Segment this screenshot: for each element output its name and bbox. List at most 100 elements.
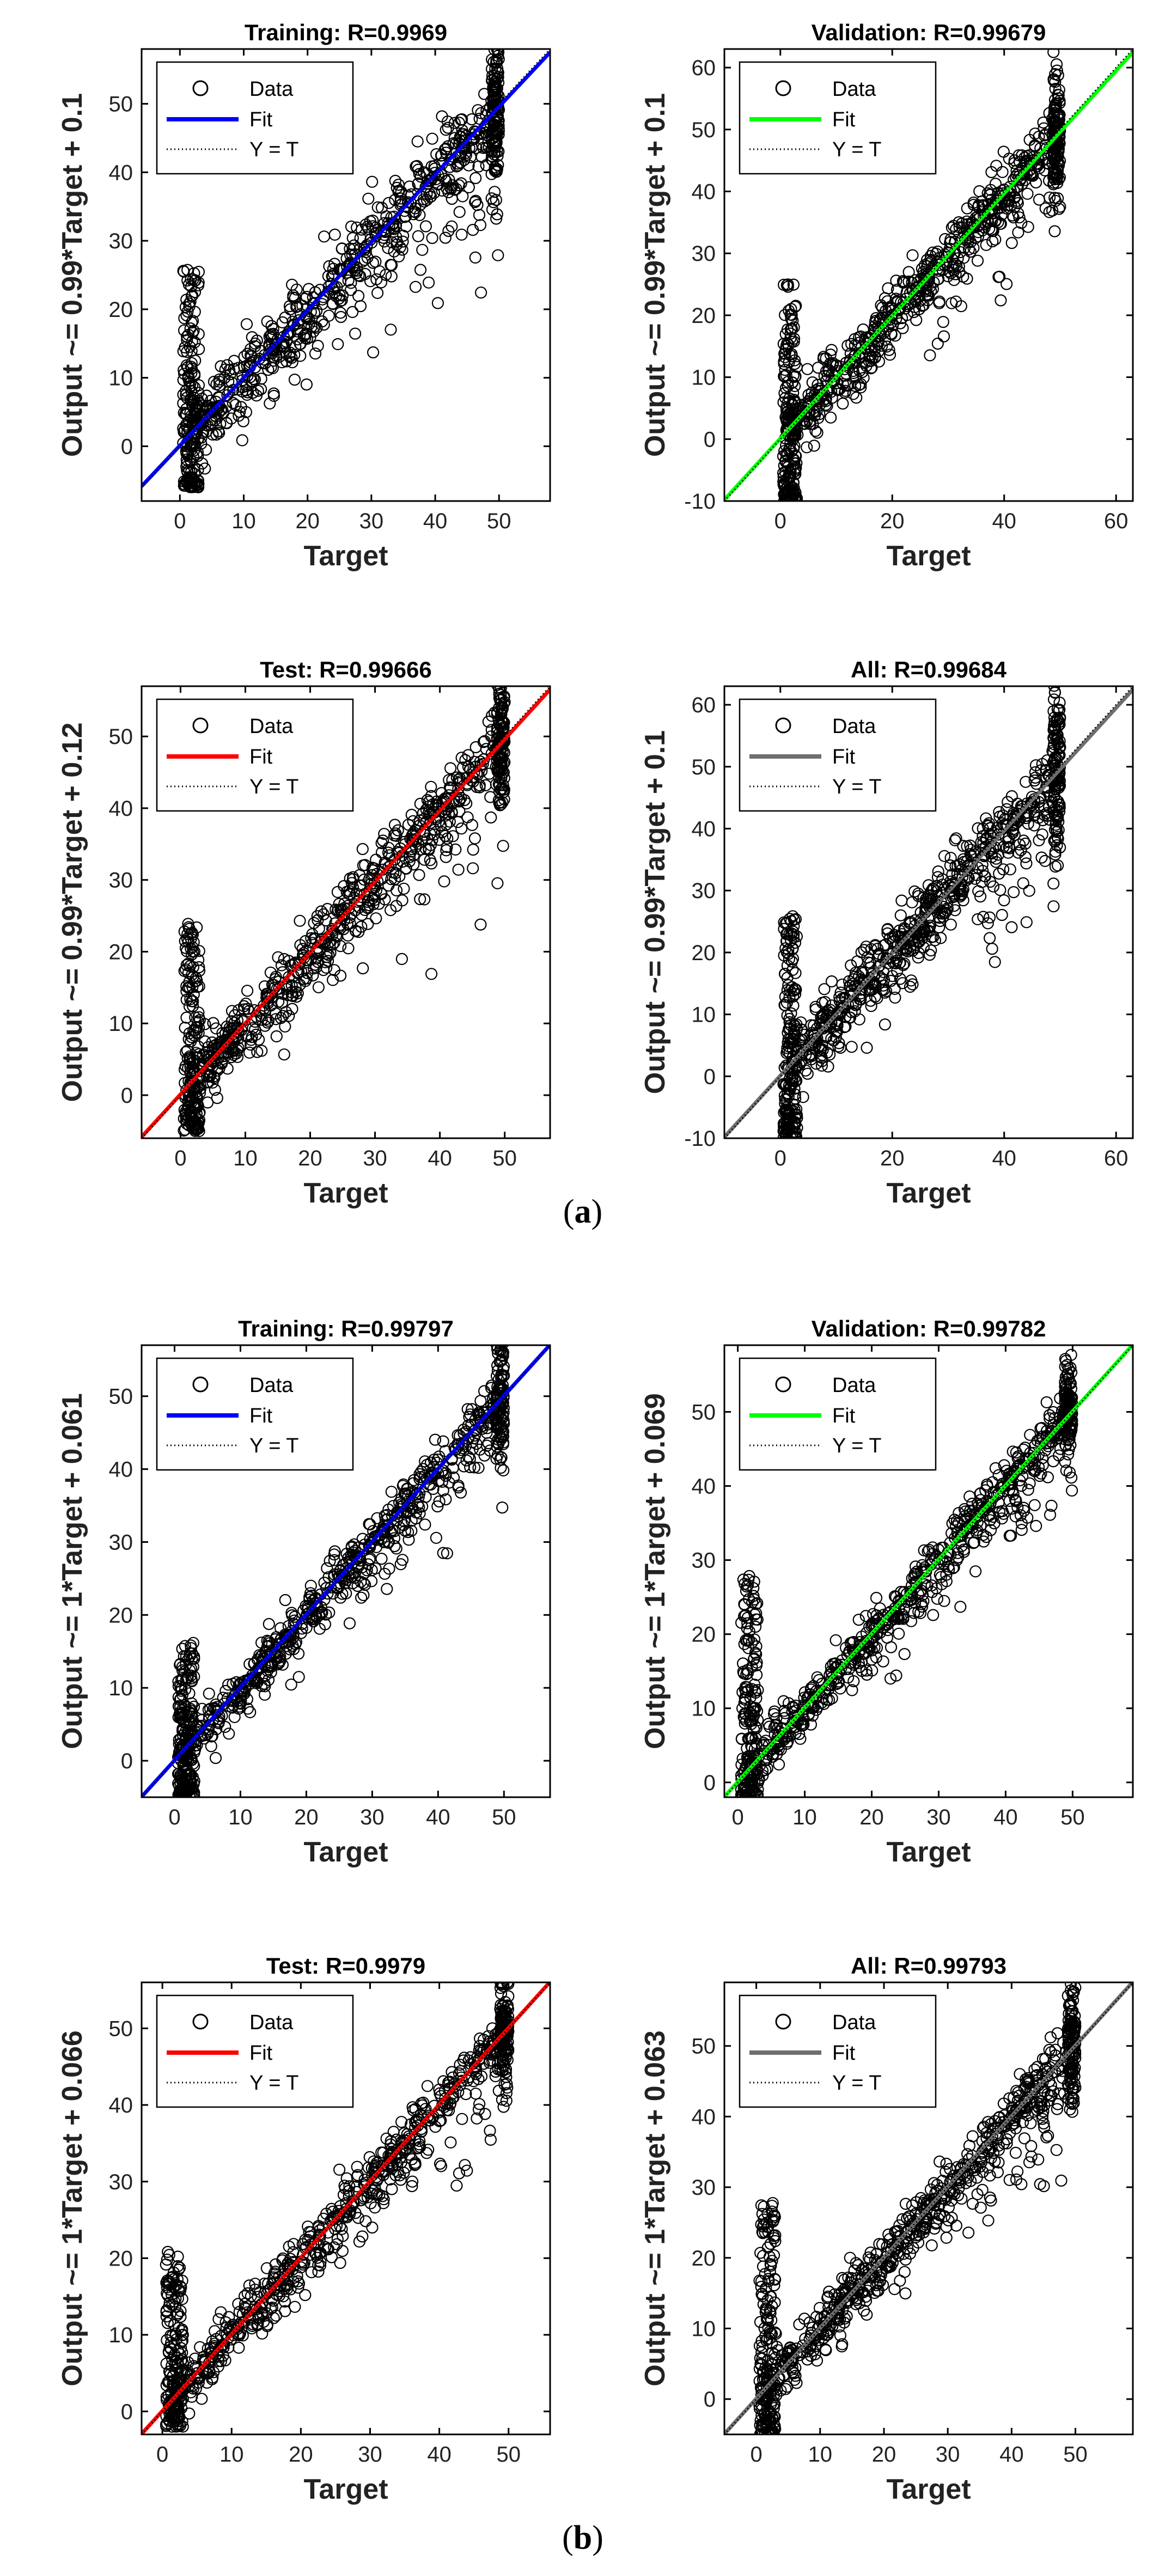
x-tick-label: 50 (487, 509, 511, 533)
axes-frame (723, 48, 1134, 502)
data-point (779, 455, 792, 468)
data-point (928, 883, 940, 896)
data-point (1033, 834, 1045, 847)
data-point (187, 936, 200, 949)
data-point (492, 116, 505, 129)
data-point (192, 1099, 204, 1112)
data-point (212, 425, 225, 437)
identity-line (724, 49, 1133, 501)
data-point (261, 1634, 273, 1647)
data-point (892, 930, 905, 943)
data-point (883, 314, 895, 326)
data-point (367, 257, 380, 269)
data-point (449, 843, 462, 856)
data-point (463, 142, 475, 154)
data-point (489, 1411, 502, 1424)
data-point (365, 1536, 378, 1549)
data-point (336, 294, 348, 307)
data-point (474, 286, 487, 299)
x-tick-label: 20 (294, 1805, 319, 1829)
data-point (357, 1589, 370, 1601)
data-point (492, 125, 505, 137)
data-point (371, 286, 384, 300)
data-point (855, 381, 867, 394)
data-point (913, 303, 925, 315)
data-point (839, 384, 852, 397)
data-point (1030, 778, 1043, 790)
data-point (332, 338, 344, 351)
data-point (902, 275, 915, 288)
data-point (244, 1706, 257, 1718)
data-point (273, 982, 285, 995)
data-point (1049, 860, 1062, 873)
data-point (304, 1579, 317, 1592)
data-point (460, 797, 473, 810)
data-point (955, 300, 967, 313)
data-point (242, 386, 254, 399)
data-point (181, 1671, 194, 1684)
data-point (480, 124, 493, 136)
data-point (783, 1121, 796, 1133)
data-point (179, 963, 192, 976)
data-point (358, 254, 371, 266)
data-point (266, 362, 279, 375)
data-point (497, 1311, 508, 1322)
data-point (847, 367, 860, 380)
data-point (1049, 99, 1062, 111)
data-point (841, 998, 854, 1010)
data-point (787, 477, 800, 490)
data-point (210, 428, 223, 441)
data-point (1020, 916, 1033, 929)
x-tick-label: 40 (423, 509, 448, 533)
data-point (495, 661, 505, 672)
data-point (1047, 900, 1060, 913)
data-point (482, 715, 495, 728)
y-tick-label: 0 (121, 1749, 133, 1773)
y-tick-label: 40 (692, 817, 716, 841)
data-point (931, 337, 944, 350)
data-point (950, 832, 962, 845)
x-tick-label: 30 (363, 1146, 387, 1170)
data-point (492, 1382, 505, 1395)
x-tick-label: 20 (298, 1146, 322, 1170)
data-point (396, 894, 408, 907)
data-point (789, 463, 802, 476)
data-point (419, 1518, 431, 1531)
data-point (443, 781, 456, 793)
data-point (929, 934, 942, 947)
data-point (496, 686, 501, 687)
data-point (944, 918, 957, 931)
data-point (289, 291, 302, 304)
data-point (403, 855, 416, 868)
data-point (916, 929, 929, 942)
data-point (809, 1003, 822, 1016)
data-point (416, 243, 429, 256)
data-point (419, 1455, 431, 1468)
legend-fit-label: Fit (832, 108, 856, 131)
data-point (787, 442, 800, 455)
data-point (1008, 192, 1021, 204)
data-point (300, 378, 313, 391)
data-point (300, 1600, 312, 1612)
data-point (736, 1657, 749, 1670)
legend-fit-label: Fit (249, 1405, 273, 1427)
data-point (954, 883, 966, 895)
data-point (334, 307, 347, 319)
data-point (910, 314, 923, 326)
data-point (464, 1461, 477, 1474)
data-point (833, 991, 846, 1003)
data-point (487, 19, 498, 30)
data-point (258, 980, 271, 993)
data-point (334, 940, 347, 953)
data-point (782, 1115, 795, 1128)
data-point (219, 1049, 231, 1062)
data-point (803, 1051, 815, 1063)
data-point (977, 911, 990, 923)
legend-data-label: Data (832, 78, 876, 101)
data-point (1021, 187, 1034, 200)
data-point (989, 178, 1002, 190)
data-point (336, 242, 348, 255)
data-point (474, 1414, 486, 1427)
data-point (855, 993, 867, 1006)
